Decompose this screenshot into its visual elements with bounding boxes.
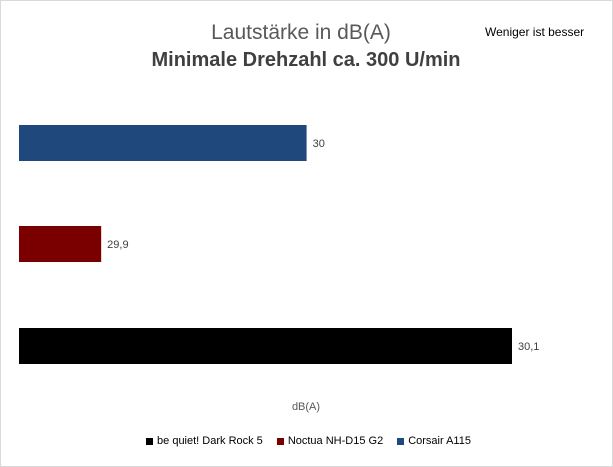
legend-label: be quiet! Dark Rock 5	[157, 435, 263, 447]
legend-swatch	[146, 437, 154, 445]
legend-label: Corsair A115	[408, 435, 471, 447]
data-label: 30,1	[518, 341, 539, 353]
legend-item: Corsair A115	[397, 435, 471, 447]
legend-item: be quiet! Dark Rock 5	[146, 435, 263, 447]
legend: be quiet! Dark Rock 5 Noctua NH-D15 G2 C…	[1, 435, 613, 447]
chart-note: Weniger ist besser	[485, 25, 585, 39]
data-label: 29,9	[107, 239, 128, 251]
bar	[19, 125, 307, 161]
legend-swatch	[397, 437, 405, 445]
bar	[19, 328, 512, 364]
chart-subtitle: Minimale Drehzahl ca. 300 U/min	[151, 49, 461, 71]
chart-title: Lautstärke in dB(A)	[211, 21, 391, 44]
legend-item: Noctua NH-D15 G2	[276, 435, 384, 447]
legend-label: Noctua NH-D15 G2	[287, 435, 384, 447]
x-axis-label: dB(A)	[291, 401, 321, 413]
legend-swatch	[276, 437, 284, 445]
plot-area: 30 29,9 30,1	[19, 125, 539, 364]
bar	[19, 226, 102, 262]
data-label: 30	[313, 138, 325, 150]
